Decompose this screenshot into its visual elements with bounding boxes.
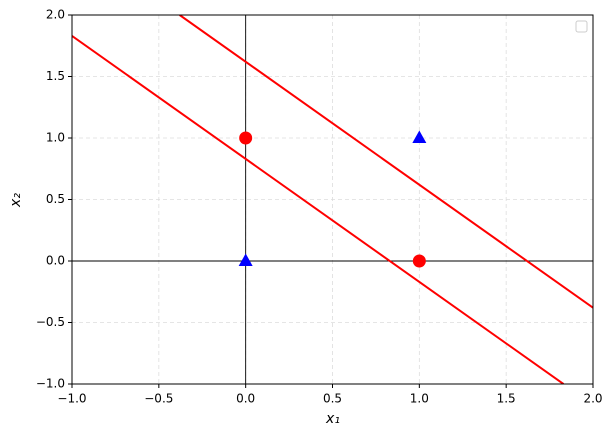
legend-box xyxy=(575,20,588,33)
circle-marker xyxy=(239,131,253,145)
x-tick-label: 0.0 xyxy=(236,392,255,406)
y-axis-label: x₂ xyxy=(8,193,24,208)
y-tick-label: 0.5 xyxy=(46,192,65,206)
x-axis-label: x₁ xyxy=(325,411,340,427)
y-tick-label: −1.0 xyxy=(36,377,65,391)
triangle-marker xyxy=(238,253,253,266)
x-tick-label: 0.5 xyxy=(323,392,342,406)
x-tick-label: −0.5 xyxy=(144,392,173,406)
triangle-marker xyxy=(412,130,427,143)
y-tick-label: 2.0 xyxy=(46,8,65,22)
y-tick-label: 1.5 xyxy=(46,69,65,83)
y-tick-label: 0.0 xyxy=(46,254,65,268)
plot-frame xyxy=(71,14,594,385)
x-tick-label: 2.0 xyxy=(583,392,602,406)
x-tick-label: 1.0 xyxy=(410,392,429,406)
line xyxy=(179,15,593,309)
y-tick-label: −0.5 xyxy=(36,315,65,329)
x-tick-label: −1.0 xyxy=(57,392,86,406)
y-tick-label: 1.0 xyxy=(46,131,65,145)
x-tick-label: 1.5 xyxy=(497,392,516,406)
line xyxy=(72,35,565,384)
circle-marker xyxy=(412,254,426,268)
